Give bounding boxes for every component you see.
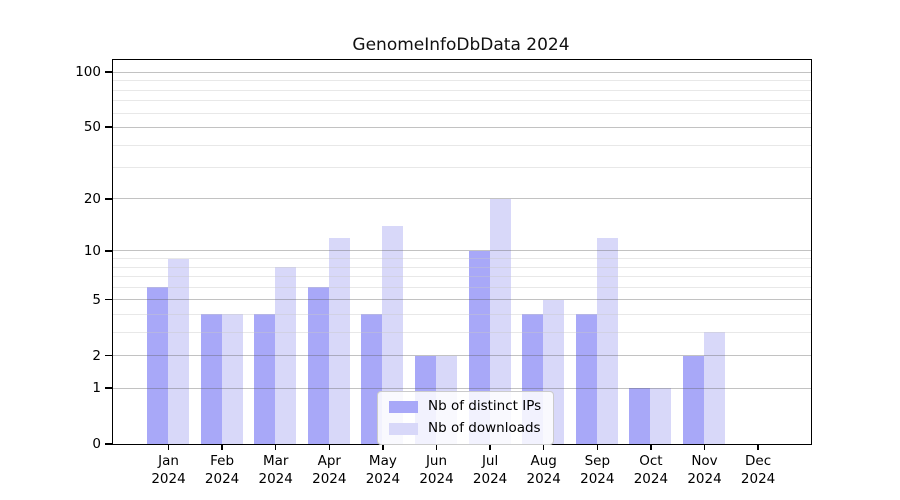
y-tick-mark-20: [105, 197, 112, 200]
legend-item-downloads: Nb of downloads: [389, 421, 541, 436]
x-tick-mark-may: [382, 444, 384, 450]
x-tick-label-jan: Jan 2024: [151, 453, 186, 487]
bar-distinct-ips-feb: [200, 314, 222, 444]
legend-swatch-downloads: [389, 422, 418, 435]
x-tick-label-may: May 2024: [365, 453, 401, 487]
legend-label-distinct-ips: Nb of distinct IPs: [428, 398, 542, 414]
y-tick-label-2: 2: [92, 347, 101, 364]
bar-distinct-ips-mar: [254, 314, 276, 444]
legend-swatch-distinct-ips: [389, 400, 418, 413]
y-tick-mark-5: [105, 298, 112, 301]
bar-downloads-nov: [704, 332, 725, 444]
chart-title: GenomeInfoDbData 2024: [352, 35, 570, 55]
y-tick-label-0: 0: [92, 436, 101, 452]
x-tick-mark-feb: [221, 444, 223, 450]
x-tick-label-jul: Jul 2024: [472, 453, 508, 487]
legend: Nb of distinct IPs Nb of downloads: [377, 391, 555, 445]
x-tick-mark-apr: [328, 444, 331, 450]
bars-layer: [113, 60, 811, 444]
bar-downloads-sep: [596, 237, 618, 444]
x-tick-mark-jul: [489, 444, 491, 450]
y-tick-mark-1: [105, 387, 112, 389]
x-tick-mark-aug: [542, 444, 545, 450]
bar-distinct-ips-sep: [575, 314, 597, 444]
x-tick-mark-dec: [757, 444, 759, 450]
x-tick-label-nov: Nov 2024: [687, 453, 722, 487]
x-tick-mark-nov: [703, 444, 706, 450]
x-tick-label-apr: Apr 2024: [312, 453, 347, 487]
x-tick-mark-jan: [167, 444, 170, 450]
y-tick-mark-0: [105, 443, 112, 445]
bar-downloads-jan: [168, 258, 189, 444]
x-tick-mark-mar: [274, 444, 277, 450]
bar-distinct-ips-apr: [307, 287, 329, 444]
y-tick-mark-10: [105, 249, 112, 252]
bar-distinct-ips-oct: [629, 388, 651, 444]
y-tick-label-1: 1: [92, 380, 101, 397]
y-tick-label-10: 10: [83, 242, 101, 259]
x-tick-label-oct: Oct 2024: [633, 453, 669, 487]
y-tick-label-100: 100: [75, 64, 101, 81]
bar-downloads-apr: [328, 237, 350, 444]
x-tick-label-jun: Jun 2024: [419, 453, 454, 487]
x-tick-label-sep: Sep 2024: [580, 453, 615, 487]
y-tick-label-50: 50: [83, 119, 101, 136]
bar-downloads-mar: [275, 267, 297, 444]
x-tick-label-mar: Mar 2024: [258, 453, 293, 487]
bar-distinct-ips-nov: [683, 355, 704, 444]
y-tick-mark-2: [105, 354, 112, 357]
bar-downloads-oct: [650, 388, 672, 444]
legend-label-downloads: Nb of downloads: [428, 420, 541, 436]
y-tick-label-5: 5: [92, 291, 101, 308]
x-tick-label-aug: Aug 2024: [526, 453, 561, 487]
bar-downloads-feb: [221, 314, 243, 444]
legend-item-distinct-ips: Nb of distinct IPs: [389, 399, 541, 414]
plot-area: Nb of distinct IPs Nb of downloads 0 1 2 5 1…: [75, 59, 812, 487]
x-tick-label-feb: Feb 2024: [204, 453, 240, 487]
bar-downloads-jul: [489, 198, 511, 444]
bar-distinct-ips-jan: [147, 287, 168, 444]
x-tick-mark-sep: [596, 444, 599, 450]
x-tick-mark-oct: [650, 444, 652, 450]
x-tick-label-dec: Dec 2024: [740, 453, 776, 487]
y-tick-label-20: 20: [83, 190, 101, 207]
y-tick-mark-50: [105, 126, 112, 129]
bar-downloads-may: [382, 226, 404, 444]
y-tick-mark-100: [105, 71, 112, 74]
x-tick-mark-jun: [435, 444, 438, 450]
